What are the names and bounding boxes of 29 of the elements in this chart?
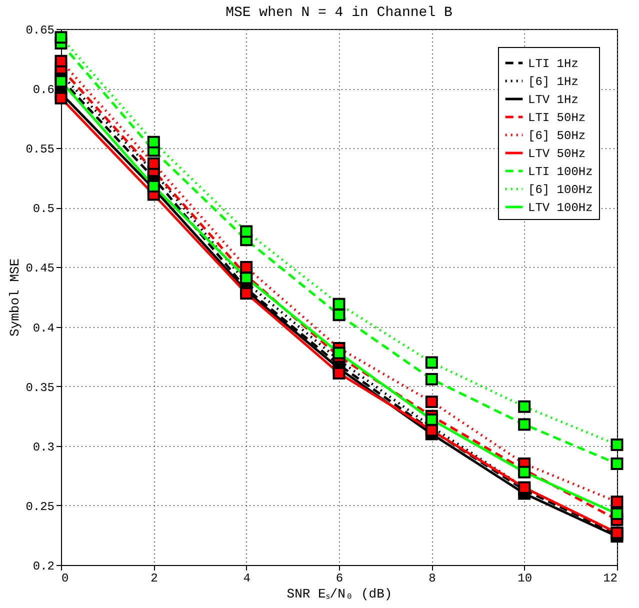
legend-label: [6] 1Hz <box>528 75 578 89</box>
chart-title: MSE when N = 4 in Channel B <box>226 5 452 21</box>
x-tick-label: 6 <box>336 572 344 586</box>
x-tick-label: 8 <box>428 572 436 586</box>
legend-label: LTV 50Hz <box>528 147 586 161</box>
x-tick-label: 2 <box>150 572 158 586</box>
x-tick-label: 0 <box>62 572 69 586</box>
legend-label: [6] 50Hz <box>528 129 586 143</box>
legend-label: LTI 1Hz <box>528 57 578 71</box>
legend-label: LTV 1Hz <box>528 93 578 107</box>
y-tick-label: 0.45 <box>26 262 54 276</box>
legend-label: [6] 100Hz <box>528 183 593 197</box>
x-tick-label: 10 <box>518 572 532 586</box>
y-tick-label: 0.5 <box>32 202 54 216</box>
y-tick-label: 0.6 <box>32 83 54 98</box>
legend-label: LTI 100Hz <box>528 165 593 179</box>
x-axis-title: SNR Eₛ/N₀ (dB) <box>286 586 392 602</box>
y-tick-label: 0.65 <box>26 24 54 38</box>
y-tick-label: 0.3 <box>32 440 54 454</box>
y-tick-label: 0.2 <box>32 560 54 574</box>
legend-label: LTV 100Hz <box>528 201 593 215</box>
y-axis-title: Symbol MSE <box>8 258 23 337</box>
legend-label: LTI 50Hz <box>528 111 586 125</box>
x-tick-label: 12 <box>603 572 618 586</box>
x-tick-label: 4 <box>243 572 250 586</box>
y-tick-label: 0.35 <box>26 380 54 395</box>
y-tick-label: 0.25 <box>26 500 54 514</box>
y-tick-label: 0.4 <box>32 321 54 336</box>
y-tick-label: 0.55 <box>26 142 54 157</box>
